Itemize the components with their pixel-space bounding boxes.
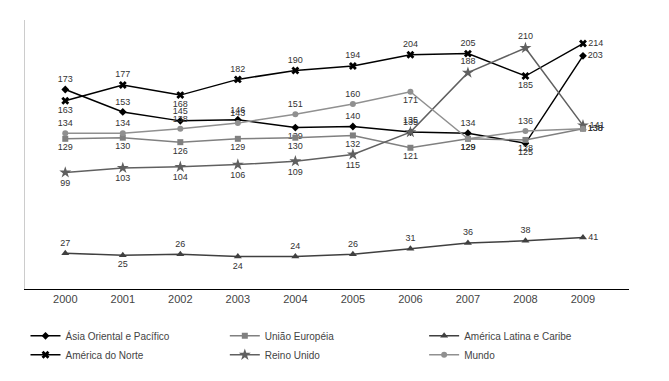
svg-text:141: 141	[590, 120, 605, 130]
svg-text:106: 106	[230, 170, 245, 180]
svg-text:36: 36	[463, 227, 473, 237]
svg-text:129: 129	[58, 142, 73, 152]
svg-text:210: 210	[518, 31, 533, 41]
svg-text:138: 138	[588, 123, 603, 133]
svg-text:190: 190	[288, 55, 303, 65]
svg-text:134: 134	[58, 118, 73, 128]
svg-text:151: 151	[288, 99, 303, 109]
svg-text:26: 26	[175, 239, 185, 249]
svg-text:160: 160	[345, 89, 360, 99]
svg-text:2000: 2000	[53, 293, 77, 305]
svg-text:129: 129	[230, 142, 245, 152]
svg-text:132: 132	[345, 139, 360, 149]
svg-text:173: 173	[58, 74, 73, 84]
svg-text:182: 182	[230, 64, 245, 74]
svg-text:2005: 2005	[341, 293, 365, 305]
svg-text:135: 135	[403, 115, 418, 125]
svg-text:Reino Unido: Reino Unido	[265, 350, 320, 361]
svg-text:41: 41	[588, 232, 598, 242]
svg-text:Ásia Oriental e Pacífico: Ásia Oriental e Pacífico	[66, 330, 170, 342]
svg-text:26: 26	[348, 239, 358, 249]
svg-text:163: 163	[58, 105, 73, 115]
svg-text:121: 121	[403, 151, 418, 161]
svg-text:União Européia: União Européia	[265, 331, 334, 342]
svg-text:2004: 2004	[283, 293, 307, 305]
svg-text:188: 188	[460, 56, 475, 66]
svg-text:203: 203	[588, 50, 603, 60]
svg-text:145: 145	[173, 106, 188, 116]
svg-text:115: 115	[346, 160, 360, 170]
svg-text:138: 138	[588, 123, 603, 133]
svg-text:2003: 2003	[226, 293, 250, 305]
svg-text:171: 171	[403, 95, 418, 105]
svg-text:135: 135	[403, 117, 418, 127]
svg-text:204: 204	[403, 39, 418, 49]
svg-text:2007: 2007	[456, 293, 480, 305]
svg-text:134: 134	[115, 118, 130, 128]
svg-text:130: 130	[288, 141, 303, 151]
svg-text:214: 214	[588, 38, 603, 48]
svg-text:153: 153	[115, 97, 130, 107]
svg-text:128: 128	[518, 143, 533, 153]
svg-text:168: 168	[173, 99, 188, 109]
svg-text:205: 205	[460, 38, 475, 48]
svg-text:2009: 2009	[571, 293, 595, 305]
svg-text:2002: 2002	[168, 293, 192, 305]
svg-text:Mundo: Mundo	[464, 350, 495, 361]
svg-text:136: 136	[518, 116, 533, 126]
svg-text:América do Norte: América do Norte	[66, 350, 144, 361]
svg-text:2001: 2001	[111, 293, 135, 305]
svg-text:2008: 2008	[513, 293, 537, 305]
svg-text:138: 138	[173, 114, 188, 124]
svg-text:104: 104	[173, 172, 188, 182]
svg-text:38: 38	[520, 225, 530, 235]
svg-text:99: 99	[60, 178, 70, 188]
svg-text:129: 129	[460, 142, 475, 152]
svg-text:27: 27	[60, 238, 70, 248]
svg-text:129: 129	[460, 142, 475, 152]
svg-text:25: 25	[118, 259, 128, 269]
svg-text:185: 185	[518, 80, 533, 90]
svg-text:139: 139	[288, 131, 303, 141]
svg-text:140: 140	[345, 111, 360, 121]
svg-text:2006: 2006	[398, 293, 422, 305]
svg-text:177: 177	[115, 69, 130, 79]
svg-text:31: 31	[405, 233, 415, 243]
svg-text:103: 103	[115, 173, 130, 183]
svg-text:146: 146	[230, 105, 245, 115]
svg-text:América Latina e Caribe: América Latina e Caribe	[464, 331, 572, 342]
svg-text:194: 194	[345, 50, 360, 60]
svg-text:24: 24	[290, 241, 300, 251]
svg-text:130: 130	[115, 141, 130, 151]
svg-text:134: 134	[460, 118, 475, 128]
svg-text:143: 143	[230, 108, 245, 118]
svg-text:109: 109	[288, 167, 303, 177]
svg-text:24: 24	[233, 261, 243, 271]
svg-text:125: 125	[518, 147, 533, 157]
svg-text:126: 126	[173, 146, 188, 156]
